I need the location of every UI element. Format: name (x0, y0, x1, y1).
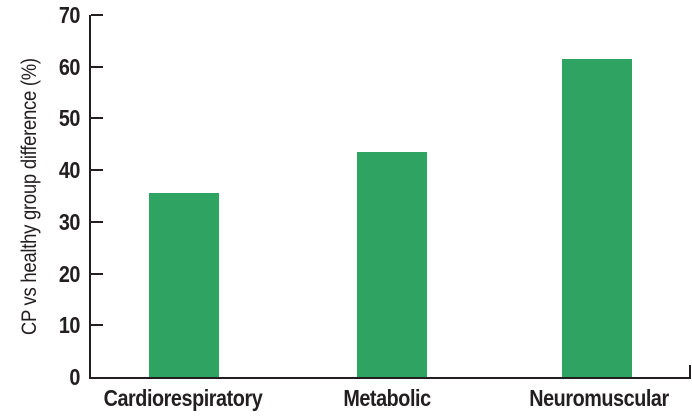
x-category-label-cardiorespiratory: Cardiorespiratory (103, 385, 263, 411)
y-tick-label-0: 0 (69, 364, 80, 390)
y-tick-label-40: 40 (58, 157, 81, 183)
y-tick-label-10: 10 (58, 312, 81, 338)
y-tick-label-70: 70 (58, 2, 81, 28)
y-tick-mark-10 (91, 324, 103, 326)
bar-cardiorespiratory (149, 193, 219, 377)
y-tick-mark-50 (91, 117, 103, 119)
bar-neuromuscular (562, 59, 632, 377)
y-tick-label-50: 50 (58, 105, 81, 131)
bar-metabolic (357, 152, 427, 377)
x-category-label-neuromuscular: Neuromuscular (529, 385, 669, 411)
y-tick-mark-40 (91, 169, 103, 171)
x-axis-line (89, 377, 691, 379)
y-axis-line (89, 15, 91, 379)
y-tick-mark-20 (91, 273, 103, 275)
x-axis-end-tick (689, 365, 691, 379)
x-category-label-metabolic: Metabolic (343, 385, 431, 411)
y-tick-mark-60 (91, 66, 103, 68)
y-tick-mark-70 (91, 14, 103, 16)
y-axis-title-text: CP vs healthy group difference (%) (18, 58, 41, 336)
y-tick-label-60: 60 (58, 54, 81, 80)
y-tick-label-30: 30 (58, 209, 81, 235)
y-tick-label-20: 20 (58, 261, 81, 287)
y-tick-mark-30 (91, 221, 103, 223)
